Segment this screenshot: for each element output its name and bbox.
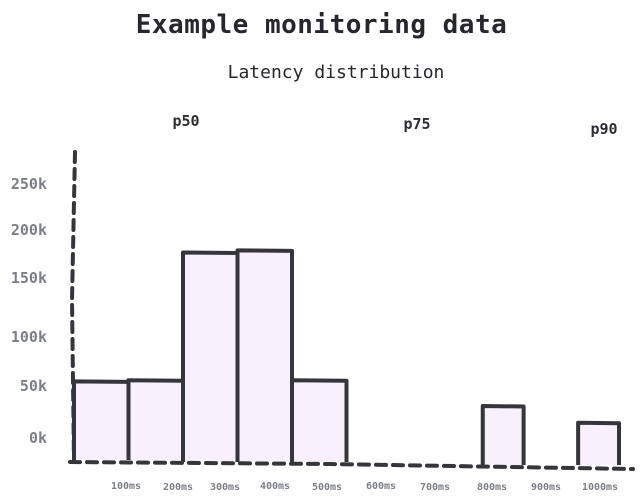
y-tick-label: 250k — [11, 175, 47, 193]
chart-subtitle: Latency distribution — [227, 62, 445, 83]
percentile-labels: p50 p75 p90 — [172, 112, 617, 138]
x-tick-label: 500ms — [312, 482, 342, 493]
histogram-bar — [576, 420, 621, 465]
histogram-bar — [235, 248, 294, 462]
x-tick-label: 700ms — [420, 482, 450, 493]
y-tick-label: 0k — [29, 429, 47, 447]
histogram-bar — [126, 378, 185, 460]
histogram-bar — [480, 404, 526, 465]
histogram-bar — [72, 379, 131, 460]
y-tick-label: 100k — [11, 328, 47, 346]
histogram-bar — [181, 250, 240, 462]
percentile-label-p75: p75 — [403, 115, 430, 133]
y-tick-label: 50k — [20, 377, 47, 395]
chart-title: Example monitoring data — [135, 10, 508, 40]
y-tick-label: 200k — [11, 221, 47, 239]
y-axis-ticks: 0k 50k 100k 150k 200k 250k — [11, 175, 47, 447]
x-tick-label: 100ms — [111, 481, 141, 492]
x-tick-label: 400ms — [260, 481, 290, 492]
histogram-bar — [290, 378, 349, 462]
x-tick-label: 600ms — [366, 481, 396, 492]
y-axis-line — [69, 150, 77, 464]
x-tick-label: 800ms — [477, 482, 507, 493]
bars — [72, 248, 621, 465]
x-tick-label: 900ms — [531, 482, 561, 493]
x-tick-label: 1000ms — [582, 482, 618, 493]
y-tick-label: 150k — [11, 269, 47, 287]
percentile-label-p50: p50 — [172, 112, 199, 130]
x-axis-line — [68, 460, 635, 471]
x-axis-ticks: 100ms 200ms 300ms 400ms 500ms 600ms 700ms 800ms… — [111, 481, 618, 493]
x-tick-label: 300ms — [210, 482, 240, 493]
x-tick-label: 200ms — [163, 482, 193, 493]
percentile-label-p90: p90 — [590, 120, 617, 138]
